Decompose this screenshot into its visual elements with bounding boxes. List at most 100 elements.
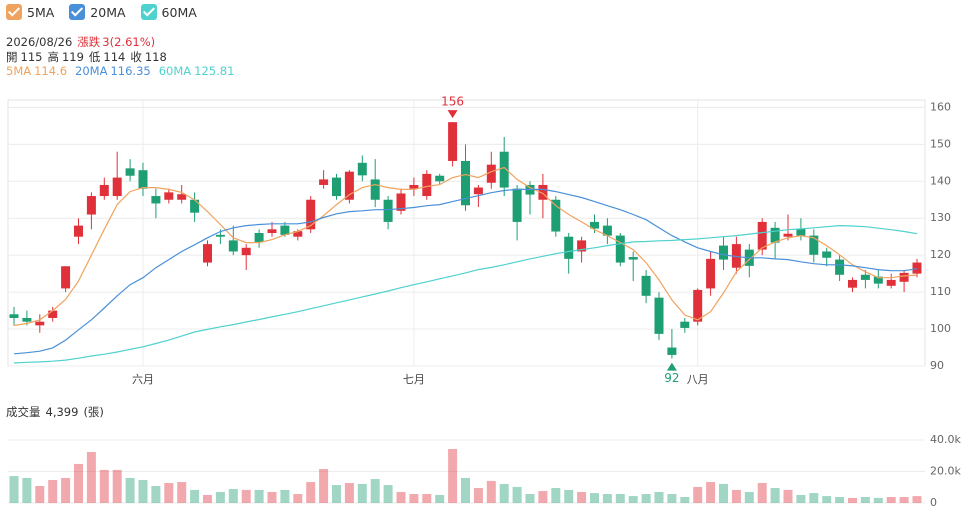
ma-row: 5MA 114.6 20MA 116.35 60MA 125.81: [6, 64, 242, 78]
candle-body: [473, 187, 483, 195]
volume-bar: [99, 469, 109, 503]
candle-body: [731, 244, 741, 268]
volume-bar: [228, 488, 238, 503]
candle-body: [396, 193, 406, 211]
legend-item[interactable]: 5MA: [6, 4, 59, 20]
ma-line: [13, 166, 918, 326]
volume-bar: [74, 463, 83, 503]
volume-bar: [873, 497, 883, 503]
volume-bar: [835, 497, 845, 503]
ohlc-label: 收: [130, 50, 142, 64]
volume-tick-label: 0: [930, 496, 937, 509]
candle-body: [680, 321, 690, 328]
volume-bar: [461, 477, 470, 503]
volume-bar: [306, 482, 316, 503]
volume-bar: [796, 494, 806, 503]
high-marker: [447, 110, 458, 119]
legend-item[interactable]: 60MA: [140, 4, 202, 20]
candle-body: [22, 317, 32, 322]
candle-body: [860, 274, 870, 280]
checkbox[interactable]: [69, 4, 86, 20]
checkbox[interactable]: [6, 4, 22, 20]
volume-bar: [757, 482, 767, 503]
y-tick-label: 150: [930, 137, 951, 150]
date-row: 2026/08/26 漲跌 3(2.61%): [6, 34, 160, 50]
volume-bar: [486, 480, 496, 503]
candle-body: [822, 251, 832, 258]
candle-body: [886, 279, 896, 286]
candle-body: [254, 233, 264, 243]
volume-bar: [822, 496, 832, 503]
y-tick-label: 120: [930, 248, 951, 261]
volume-bar: [357, 483, 367, 503]
candle-body: [409, 184, 419, 189]
candle-body: [293, 231, 303, 237]
ohlc-value: 114: [103, 50, 126, 64]
legend-item[interactable]: 20MA: [69, 4, 130, 20]
ma-name: 60MA: [158, 64, 192, 78]
legend-text: 20MA: [90, 4, 126, 20]
ma-line: [13, 224, 918, 364]
y-tick-label: 110: [930, 285, 951, 298]
candle-body: [602, 225, 612, 236]
candle-body: [564, 236, 574, 259]
candle-body: [654, 297, 664, 334]
candle-body: [215, 234, 225, 237]
checkbox[interactable]: [140, 4, 157, 20]
volume-bar: [809, 493, 819, 503]
volume-bar: [203, 494, 212, 503]
volume-row: 成交量 4,399 (張): [6, 404, 109, 420]
candle-body: [74, 225, 83, 237]
volume-bar: [719, 483, 728, 503]
volume-bar: [383, 485, 393, 503]
candle-body: [9, 314, 19, 318]
volume-bar: [590, 493, 599, 503]
candle-body: [203, 244, 212, 263]
candle-body: [486, 164, 496, 183]
ohlc-label: 高: [47, 50, 59, 64]
candle-body: [577, 240, 587, 252]
candle-body: [164, 192, 174, 200]
volume-bar: [886, 497, 896, 503]
volume-bar: [783, 489, 793, 503]
candle-body: [306, 199, 316, 230]
volume-bar: [319, 468, 329, 503]
candle-body: [615, 235, 625, 263]
volume-bar: [731, 489, 741, 503]
volume-bar: [190, 489, 200, 503]
volume-bar: [396, 491, 406, 503]
volume-bar: [435, 494, 445, 503]
x-tick-label: 七月: [403, 373, 425, 386]
candle-body: [796, 228, 806, 236]
ohlc-row: 開 115 高 119 低 114 收 118: [6, 49, 172, 65]
candle-body: [783, 233, 793, 237]
ma-value: 116.35: [110, 64, 151, 78]
volume-bar: [667, 494, 677, 503]
volume-bar: [112, 469, 122, 503]
candle-body: [590, 221, 599, 229]
candle-body: [112, 177, 122, 197]
candle-body: [357, 162, 367, 176]
candle-body: [719, 245, 728, 260]
volume-bar: [48, 480, 58, 503]
volume-bar: [422, 494, 432, 503]
ma-name: 20MA: [75, 64, 108, 78]
candle-body: [912, 262, 922, 274]
volume-bar: [409, 494, 419, 503]
ohlc-label: 低: [88, 50, 101, 64]
volume-bar: [125, 477, 135, 503]
volume-bar: [241, 489, 251, 503]
volume-bar: [564, 489, 574, 503]
candle-body: [86, 196, 96, 215]
volume-bar: [499, 483, 509, 503]
candle-body: [641, 275, 651, 296]
date: 2026/08/26: [6, 35, 73, 49]
volume-bar: [61, 477, 71, 503]
candle-body: [770, 227, 780, 243]
volume-bar: [899, 497, 909, 503]
ohlc-value: 118: [144, 50, 167, 64]
candle-body: [899, 272, 909, 282]
candle-body: [99, 184, 109, 197]
volume-bar: [577, 491, 587, 503]
